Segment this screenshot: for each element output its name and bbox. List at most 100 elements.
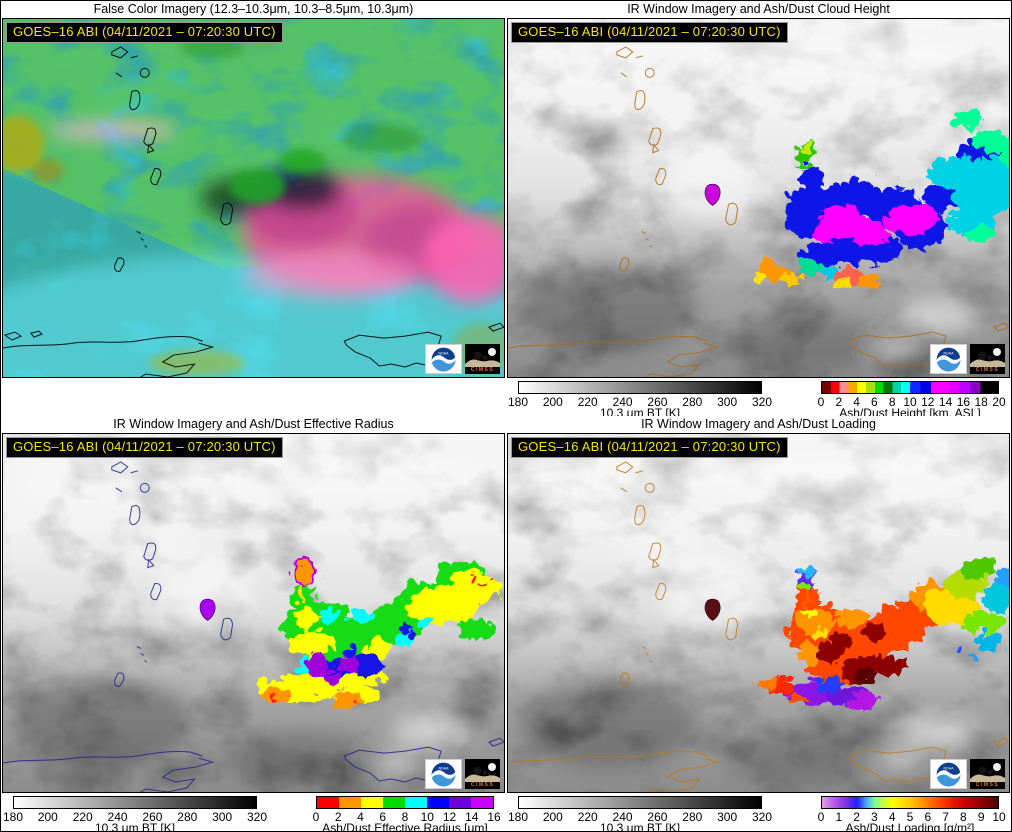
tick-label: 2 — [334, 810, 342, 824]
tick-label: 240 — [612, 810, 633, 824]
ir-cloud-blobs — [517, 449, 998, 787]
logo-row: NOAA CIMSS — [425, 344, 500, 374]
cimss-logo: CIMSS — [465, 344, 500, 374]
tick-label: 10 — [903, 395, 917, 409]
bt-colorbar — [518, 381, 762, 394]
ash-height-bottom-strip — [749, 256, 876, 286]
noaa-logo-text: NOAA — [439, 766, 450, 770]
tick-label: 180 — [507, 395, 529, 409]
tick-label: 240 — [107, 810, 128, 824]
volcano-hotspot — [704, 598, 721, 621]
noaa-logo: NOAA — [425, 759, 462, 789]
panel-title: IR Window Imagery and Ash/Dust Cloud Hei… — [627, 2, 890, 16]
height-colorbar-label: Ash/Dust Height [km, ASL] — [839, 406, 981, 416]
tick-label: 2 — [853, 810, 860, 824]
bt-colorbar-label: 10.3 μm BT [K] — [599, 406, 681, 416]
tick-label: 10 — [992, 810, 1006, 824]
tick-label: 4 — [853, 395, 860, 409]
tick-label: 8 — [888, 395, 896, 409]
tick-label: 200 — [37, 810, 58, 824]
tick-label: 14 — [938, 395, 953, 409]
loading-colorbar-ticks: 0 1 2 3 4 5 6 7 8 9 10 — [817, 810, 1006, 824]
tick-label: 4 — [357, 810, 364, 824]
bt-colorbar-label: 10.3 μm BT [K] — [94, 821, 176, 831]
timestamp-badge: GOES–16 ABI (04/11/2021 – 07:20:30 UTC) — [6, 22, 283, 43]
cimss-logo: CIMSS — [465, 759, 500, 789]
tick-label: 14 — [465, 810, 479, 824]
tick-label: 9 — [977, 810, 985, 824]
tick-label: 1 — [835, 810, 843, 824]
bt-colorbar — [518, 796, 762, 809]
height-colorbar-group: 0 2 4 6 8 10 12 14 16 18 20 Ash/Dust Height [km, A… — [817, 378, 1006, 416]
tick-label: 280 — [682, 810, 703, 824]
cimss-logo: CIMSS — [970, 344, 1005, 374]
noaa-logo-text: NOAA — [944, 766, 955, 770]
tick-label: 240 — [612, 395, 633, 409]
ir-height-art — [508, 19, 1009, 377]
tick-label: 2 — [835, 395, 843, 409]
tick-label: 260 — [142, 810, 163, 824]
tick-label: 260 — [647, 395, 668, 409]
cimss-logo-text: CIMSS — [975, 367, 1000, 373]
timestamp-badge: GOES–16 ABI (04/11/2021 – 07:20:30 UTC) — [511, 437, 788, 458]
tick-label: 320 — [246, 810, 268, 824]
tick-label: 16 — [487, 810, 501, 824]
tick-label: 300 — [717, 810, 738, 824]
panel-title: False Color Imagery (12.3–10.3μm, 10.3–8… — [93, 2, 414, 16]
cimss-logo: CIMSS — [970, 759, 1005, 789]
noaa-logo: NOAA — [930, 759, 967, 789]
logo-row: NOAA CIMSS — [425, 759, 500, 789]
tick-label: 220 — [72, 810, 93, 824]
tick-label: 20 — [992, 395, 1006, 409]
tick-label: 220 — [577, 395, 598, 409]
tick-label: 220 — [577, 810, 598, 824]
coastlines — [508, 46, 1009, 377]
noaa-logo: NOAA — [425, 344, 462, 374]
panel-title: IR Window Imagery and Ash/Dust Loading — [641, 417, 876, 431]
tick-label: 320 — [751, 810, 773, 824]
ir-radius-art — [3, 434, 504, 792]
tick-label: 16 — [956, 395, 971, 409]
timestamp-badge: GOES–16 ABI (04/11/2021 – 07:20:30 UTC) — [6, 437, 283, 458]
bt-colorbar-ticks: 180 200 220 240 260 280 300 320 — [508, 810, 772, 824]
ash-loading-overlay — [752, 551, 1009, 705]
tick-label: 8 — [401, 810, 409, 824]
radius-colorbar-ticks: 0 2 4 6 8 10 12 14 16 — [312, 810, 501, 824]
tick-label: 5 — [906, 810, 914, 824]
tick-label: 10 — [420, 810, 434, 824]
tick-label: 280 — [682, 395, 703, 409]
tick-label: 3 — [871, 810, 878, 824]
tick-label: 18 — [974, 395, 988, 409]
tick-label: 0 — [817, 395, 825, 409]
bt-colorbar-ticks: 180 200 220 240 260 280 300 320 — [508, 395, 772, 409]
bt-colorbar-label: 10.3 μm BT [K] — [599, 821, 681, 831]
tick-label: 180 — [507, 810, 529, 824]
ash-height-overlay — [749, 106, 1009, 286]
bt-colorbar-group: 180 200 220 240 260 280 300 320 10.3 μm BT [K] — [508, 378, 772, 416]
tick-label: 0 — [817, 810, 825, 824]
tick-label: 0 — [312, 810, 320, 824]
bt-colorbar-group: 180 200 220 240 260 280 300 320 10.3 μm BT [K] — [3, 793, 267, 831]
radius-colorbar-label: Ash/Dust Effective Radius [μm] — [322, 821, 488, 831]
satellite-image-false-color: GOES–16 ABI (04/11/2021 – 07:20:30 UTC) … — [2, 18, 505, 378]
tick-label: 200 — [542, 810, 563, 824]
tick-label: 12 — [921, 395, 935, 409]
logo-row: NOAA CIMSS — [930, 344, 1005, 374]
tick-label: 6 — [379, 810, 387, 824]
false-color-art — [3, 19, 504, 377]
cimss-logo-text: CIMSS — [470, 367, 495, 373]
ir-loading-art — [508, 434, 1009, 792]
volcano-hotspot — [704, 183, 721, 206]
noaa-logo: NOAA — [930, 344, 967, 374]
timestamp-badge: GOES–16 ABI (04/11/2021 – 07:20:30 UTC) — [511, 22, 788, 43]
colorbar-row: 180 200 220 240 260 280 300 320 10.3 μm BT [K] … — [507, 378, 1010, 416]
tick-label: 300 — [717, 395, 738, 409]
ash-radius-overlay — [252, 553, 499, 704]
panel-effective-radius: IR Window Imagery and Ash/Dust Effective… — [1, 416, 506, 831]
loading-colorbar — [821, 796, 999, 809]
height-colorbar-ticks: 0 2 4 6 8 10 12 14 16 18 20 — [817, 395, 1006, 409]
panel-false-color: False Color Imagery (12.3–10.3μm, 10.3–8… — [1, 1, 506, 416]
radius-colorbar — [316, 796, 494, 809]
tick-label: 12 — [442, 810, 457, 824]
tick-label: 6 — [924, 810, 932, 824]
